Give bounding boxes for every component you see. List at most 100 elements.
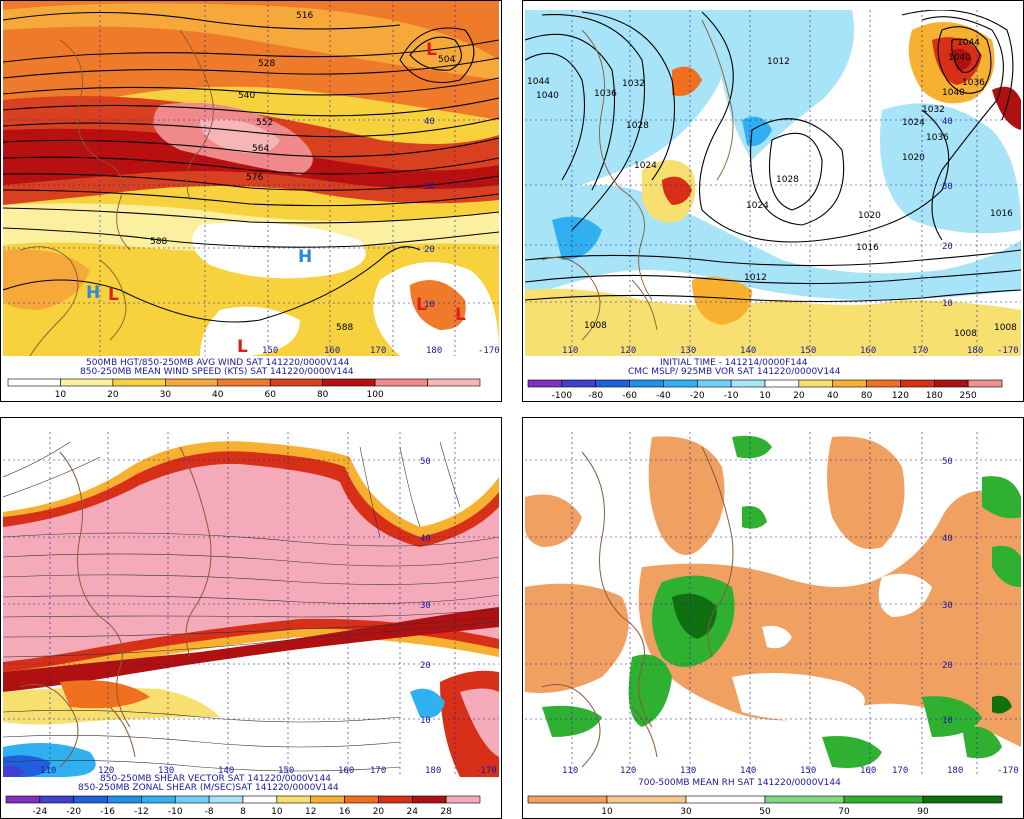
svg-text:1028: 1028: [776, 175, 799, 185]
svg-text:1008: 1008: [954, 329, 977, 339]
contour-labels: 528 540 552 564 576 588 588 504 516: [150, 11, 455, 333]
svg-text:140: 140: [740, 766, 756, 776]
colorbar-label: 10: [759, 391, 771, 401]
colorbar-swatch: [967, 379, 1003, 388]
colorbar-swatch: [174, 795, 210, 804]
svg-text:130: 130: [680, 766, 696, 776]
svg-text:H: H: [298, 247, 312, 267]
colorbar-label: -40: [656, 391, 671, 401]
colorbar-label: 180: [926, 391, 943, 401]
colorbar-label: 16: [339, 807, 351, 817]
svg-text:30: 30: [942, 182, 953, 192]
svg-text:1020: 1020: [858, 211, 881, 221]
caption-line-1: INITIAL TIME - 141214/0000F144: [660, 358, 808, 368]
colorbar-swatch: [900, 379, 935, 388]
colorbar-label: -12: [134, 807, 149, 817]
svg-text:130: 130: [158, 766, 174, 776]
colorbar-swatch: [606, 795, 687, 804]
colorbar-label: 60: [264, 390, 276, 400]
colorbar-label: -20: [690, 391, 705, 401]
svg-text:552: 552: [256, 118, 273, 128]
colorbar-swatch: [269, 378, 323, 387]
svg-text:1012: 1012: [767, 57, 790, 67]
colorbar-swatch: [5, 795, 41, 804]
svg-text:1040: 1040: [942, 88, 965, 98]
colorbar-label: 90: [917, 807, 929, 817]
colorbar-swatch: [730, 379, 766, 388]
svg-text:30: 30: [424, 182, 435, 192]
svg-text:170: 170: [370, 766, 386, 776]
colorbar-swatch: [685, 795, 766, 804]
panel-mslp-vorticity: 40 30 20 10 110 120 130 140 150 160 170 …: [522, 0, 1024, 402]
pressure-centers: L H H L L L L: [86, 40, 466, 357]
svg-text:40: 40: [424, 117, 435, 127]
svg-text:150: 150: [262, 346, 278, 356]
svg-text:1024: 1024: [902, 118, 925, 128]
coastlines: [19, 446, 212, 768]
svg-text:1036: 1036: [926, 133, 949, 143]
lat-labels: 40 30 20 10: [424, 117, 435, 310]
svg-text:504: 504: [438, 55, 455, 65]
colorbar-label: 10: [271, 807, 283, 817]
svg-text:1016: 1016: [990, 209, 1013, 219]
svg-text:180: 180: [426, 346, 442, 356]
svg-text:528: 528: [258, 59, 275, 69]
svg-text:564: 564: [252, 144, 269, 154]
svg-text:L: L: [237, 337, 248, 357]
colorbar-swatch: [933, 379, 969, 388]
svg-text:1040: 1040: [536, 91, 559, 101]
colorbar-swatch: [764, 795, 845, 804]
svg-text:1036: 1036: [594, 89, 617, 99]
svg-text:516: 516: [296, 11, 313, 21]
colorbar-swatch: [663, 379, 698, 388]
colorbar-label: -20: [66, 807, 81, 817]
colorbar-swatch: [208, 795, 244, 804]
svg-text:H: H: [86, 283, 100, 303]
colorbar-swatch: [843, 795, 924, 804]
colorbar-swatch: [322, 378, 376, 387]
svg-text:1024: 1024: [746, 201, 769, 211]
svg-text:40: 40: [420, 534, 431, 544]
colorbar-label: 30: [680, 807, 692, 817]
svg-text:20: 20: [942, 661, 953, 671]
lon-labels: 110 120 130 140 150 160 170 180 -170: [562, 346, 1019, 356]
lat-labels: 50 40 30 20 10: [942, 457, 953, 726]
colorbar-swatch: [922, 795, 1003, 804]
vorticity-field: [525, 10, 1021, 356]
lon-labels: 110 120 130 140 150 160 170 180 -170: [562, 766, 1019, 776]
svg-text:-170: -170: [478, 346, 500, 356]
svg-text:1012: 1012: [744, 273, 767, 283]
colorbar-swatch: [378, 795, 413, 804]
svg-text:50: 50: [942, 457, 953, 467]
svg-text:1008: 1008: [994, 323, 1017, 333]
svg-text:50: 50: [420, 457, 431, 467]
colorbar-label: 10: [55, 390, 67, 400]
svg-text:1020: 1020: [902, 153, 925, 163]
colorbar-label: 120: [892, 391, 909, 401]
svg-text:160: 160: [324, 346, 340, 356]
svg-text:588: 588: [150, 237, 167, 247]
colorbar-swatch: [310, 795, 345, 804]
colorbar-label: 80: [861, 391, 873, 401]
colorbar-label: 28: [440, 807, 452, 817]
colorbar-swatch: [7, 378, 61, 387]
svg-text:1036: 1036: [962, 78, 985, 88]
svg-text:1040: 1040: [948, 53, 971, 63]
colorbar-label: -100: [552, 391, 573, 401]
svg-text:120: 120: [98, 766, 114, 776]
svg-text:-170: -170: [997, 766, 1019, 776]
caption-line-2: CMC MSLP/ 925MB VOR SAT 141220/0000V144: [628, 367, 841, 377]
colorbar-label: 30: [160, 390, 172, 400]
lon-labels: 150 160 170 180 -170: [262, 346, 500, 356]
colorbar-swatch: [112, 378, 166, 387]
colorbar-label: 12: [305, 807, 316, 817]
svg-text:20: 20: [420, 661, 431, 671]
panel-500mb-height-wind: 40 30 20 10 150 160 170 180 -170 528 540…: [0, 0, 502, 402]
colorbar-swatch: [141, 795, 176, 804]
colorbar-swatch: [60, 378, 114, 387]
colorbar-label: -80: [588, 391, 603, 401]
lat-labels: 50 40 30 20 10: [420, 457, 431, 726]
colorbar-label: 100: [367, 390, 384, 400]
svg-text:1044: 1044: [957, 38, 980, 48]
colorbar-label: 80: [317, 390, 329, 400]
